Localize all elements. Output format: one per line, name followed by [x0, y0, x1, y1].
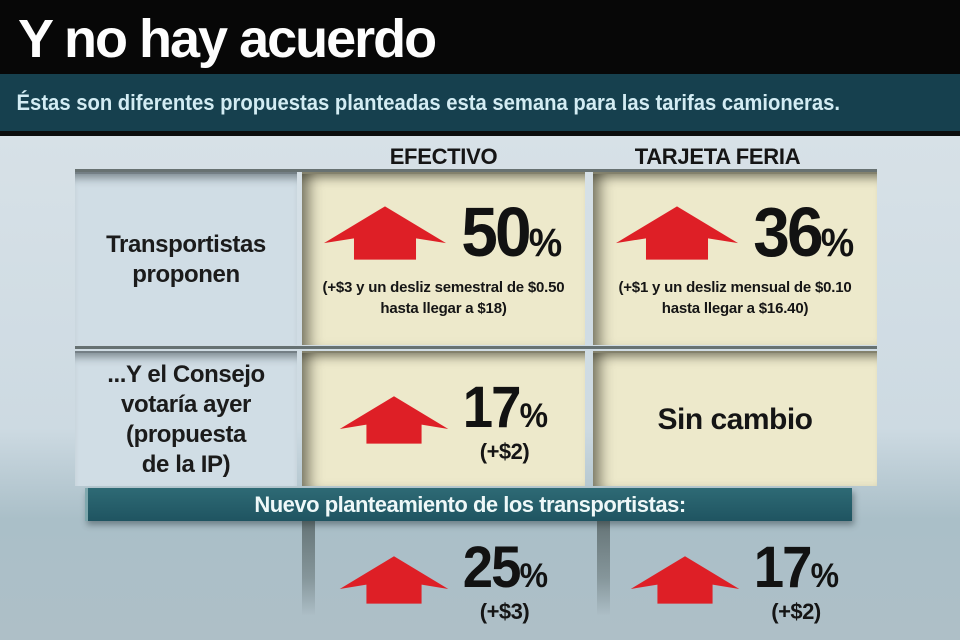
- up-arrow-icon: [324, 205, 447, 260]
- no-change-label: Sin cambio: [657, 402, 813, 436]
- row-divider: [75, 169, 877, 172]
- cell-consejo-tarjeta: Sin cambio: [593, 351, 877, 486]
- row-label-consejo: ...Y el Consejo votaría ayer (propuesta …: [75, 351, 297, 486]
- value-note: (+$1 y un desliz mensual de $0.10 hasta …: [618, 279, 852, 317]
- banner-nuevo-planteamiento: Nuevo planteamiento de los transportista…: [85, 488, 852, 521]
- cell-nuevo-tarjeta: 17% (+$2): [593, 534, 877, 624]
- column-header-tarjeta-feria: TARJETA FERIA: [634, 144, 801, 169]
- value-note: (+$3 y un desliz semestral de $0.50 hast…: [322, 279, 565, 317]
- column-shadow: [597, 521, 610, 616]
- cell-transportistas-tarjeta: 36% (+$1 y un desliz mensual de $0.10 ha…: [593, 172, 877, 345]
- percent-value: 17%: [753, 534, 839, 600]
- title-bar: Y no hay acuerdo: [0, 0, 960, 74]
- column-shadow: [302, 521, 315, 616]
- percent-value: 17%: [462, 375, 547, 440]
- value-note: (+$3): [479, 598, 530, 624]
- up-arrow-icon: [339, 555, 448, 604]
- subtitle-bar: Éstas son diferentes propuestas plantead…: [0, 74, 960, 136]
- cell-transportistas-efectivo: 50% (+$3 y un desliz semestral de $0.50 …: [302, 172, 585, 345]
- row-divider: [75, 346, 877, 349]
- percent-value: 36%: [752, 193, 854, 271]
- cell-consejo-efectivo: 17% (+$2): [302, 351, 585, 486]
- up-arrow-icon: [339, 396, 448, 444]
- column-header-efectivo: EFECTIVO: [389, 144, 498, 169]
- percent-value: 25%: [462, 534, 547, 600]
- value-note: (+$2): [771, 598, 821, 624]
- page-subtitle: Éstas son diferentes propuestas plantead…: [16, 89, 841, 115]
- cell-nuevo-efectivo: 25% (+$3): [302, 534, 585, 624]
- up-arrow-icon: [615, 205, 738, 260]
- value-note: (+$2): [479, 439, 530, 464]
- page-title: Y no hay acuerdo: [18, 9, 437, 69]
- percent-value: 50%: [461, 193, 562, 271]
- up-arrow-icon: [630, 555, 740, 604]
- row-label-transportistas: Transportistas proponen: [75, 172, 297, 345]
- infographic-body: EFECTIVO TARJETA FERIA Transportistas pr…: [0, 136, 960, 640]
